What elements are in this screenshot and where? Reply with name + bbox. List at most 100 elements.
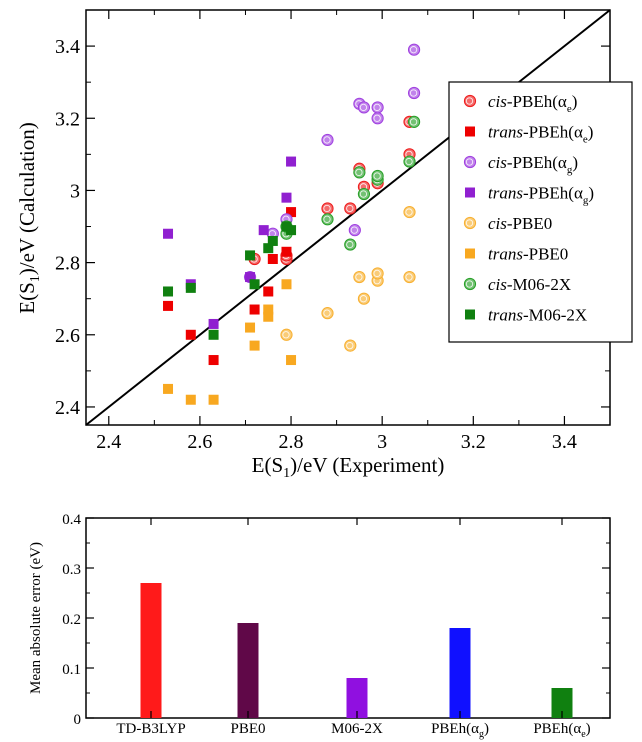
data-point xyxy=(267,254,278,264)
bar-category-label: PBEh(αg) xyxy=(431,721,489,740)
legend-marker xyxy=(463,155,477,169)
x-tick-label: 2.8 xyxy=(279,431,304,453)
bar-chart: TD-B3LYP PBE0 M06-2X PBEh(αg) PBEh(αe) 0 0.1 0.… xyxy=(28,512,611,740)
data-point xyxy=(249,304,260,315)
bar-marks xyxy=(140,583,573,718)
x-tick-label: 3.4 xyxy=(552,431,577,453)
scatter-axes: 2.4 2.6 2.8 3 3.2 3.4 2.4 2.6 2.8 3 3.2 3.4 xyxy=(55,10,610,453)
bar-category-label: PBE0 xyxy=(230,721,265,737)
data-point xyxy=(371,101,384,114)
data-point xyxy=(281,246,292,257)
data-point xyxy=(185,394,196,405)
data-point xyxy=(245,322,256,333)
bar-y-tick-label: 0.1 xyxy=(62,662,81,678)
data-point xyxy=(281,279,292,290)
bar-y-tick-label: 0.3 xyxy=(62,562,81,578)
data-point xyxy=(371,112,384,125)
series-cisPBEhg xyxy=(243,43,421,284)
y-tick-label: 3.2 xyxy=(55,108,80,130)
legend-entry: cis-PBEh(αg) xyxy=(488,153,578,176)
data-point xyxy=(258,225,269,236)
data-point xyxy=(208,329,219,340)
data-point xyxy=(280,328,293,341)
data-point xyxy=(357,292,371,305)
bar xyxy=(346,678,368,718)
legend-entry: cis-M06-2X xyxy=(488,275,571,294)
data-point xyxy=(263,311,274,322)
x-tick-label: 3.2 xyxy=(461,431,486,453)
legend-marker xyxy=(463,277,477,291)
legend-entry: trans-M06-2X xyxy=(488,306,587,325)
data-point xyxy=(403,270,416,284)
data-point xyxy=(353,270,366,284)
data-point xyxy=(267,235,278,246)
data-point xyxy=(357,187,371,201)
data-point xyxy=(185,282,196,293)
legend-marker xyxy=(465,187,475,198)
legend: cis-PBEh(αe) trans-PBEh(αe) cis-PBEh(αg) tr… xyxy=(448,81,633,343)
data-point xyxy=(245,250,256,261)
series-transPBEhe xyxy=(163,207,297,366)
legend-box xyxy=(448,81,633,343)
legend-marker xyxy=(465,248,475,259)
legend-marker xyxy=(465,126,475,137)
data-point xyxy=(185,329,196,340)
data-point xyxy=(208,394,219,405)
bar xyxy=(237,623,259,718)
data-point xyxy=(357,101,371,114)
data-point xyxy=(163,383,174,394)
y-tick-label: 2.8 xyxy=(55,253,80,275)
data-point xyxy=(348,224,361,237)
legend-marker xyxy=(463,216,477,230)
scatter-x-axis-label: E(S1)/eV (Experiment) xyxy=(252,453,445,481)
x-tick-label: 3 xyxy=(377,431,387,453)
y-tick-label: 2.4 xyxy=(55,397,80,419)
data-point xyxy=(286,225,297,236)
data-point xyxy=(163,286,174,297)
data-point xyxy=(344,238,357,251)
data-point xyxy=(407,115,421,128)
identity-line xyxy=(85,9,611,426)
data-point xyxy=(286,207,297,218)
y-tick-label: 3.4 xyxy=(55,36,80,58)
bar-category-label: PBEh(αe) xyxy=(533,721,590,740)
y-tick-label: 2.6 xyxy=(55,325,80,347)
legend-entry: cis-PBEh(αe) xyxy=(488,92,577,115)
scatter-chart: 2.4 2.6 2.8 3 3.2 3.4 2.4 2.6 2.8 3 3.2 3.4 E(S1)/e… xyxy=(15,9,633,481)
legend-marker xyxy=(465,309,475,320)
bar xyxy=(140,583,162,718)
data-point xyxy=(371,267,384,280)
data-point xyxy=(344,202,357,215)
x-tick-label: 2.6 xyxy=(187,431,212,453)
bar-y-tick-label: 0.2 xyxy=(62,612,81,628)
bar-category-label: M06-2X xyxy=(331,721,383,737)
data-point xyxy=(403,205,416,219)
data-point xyxy=(371,169,384,183)
series-cisPBE0 xyxy=(280,205,416,352)
bar xyxy=(551,688,573,718)
data-point xyxy=(321,133,334,147)
scatter-y-axis-label: E(S1)/eV (Calculation) xyxy=(15,122,43,313)
data-point xyxy=(407,86,421,100)
bar-category-label: TD-B3LYP xyxy=(116,721,185,737)
bar-y-tick-label: 0 xyxy=(74,712,82,728)
data-point xyxy=(321,202,334,215)
series-transPBE0 xyxy=(163,279,297,405)
data-point xyxy=(403,155,416,168)
data-point xyxy=(281,192,292,203)
data-point xyxy=(353,166,366,179)
data-point xyxy=(263,304,274,315)
data-point xyxy=(208,355,219,366)
data-point xyxy=(249,340,260,351)
data-point xyxy=(407,43,421,56)
data-point xyxy=(344,339,357,352)
data-point xyxy=(208,318,219,329)
legend-marker xyxy=(463,94,477,108)
bar-y-axis-label: Mean absolute error (eV) xyxy=(28,542,44,694)
data-point xyxy=(163,300,174,311)
y-tick-label: 3 xyxy=(70,180,80,202)
series-transM062X xyxy=(163,221,297,340)
data-point xyxy=(321,213,334,226)
bar-y-tick-label: 0.4 xyxy=(62,512,81,528)
